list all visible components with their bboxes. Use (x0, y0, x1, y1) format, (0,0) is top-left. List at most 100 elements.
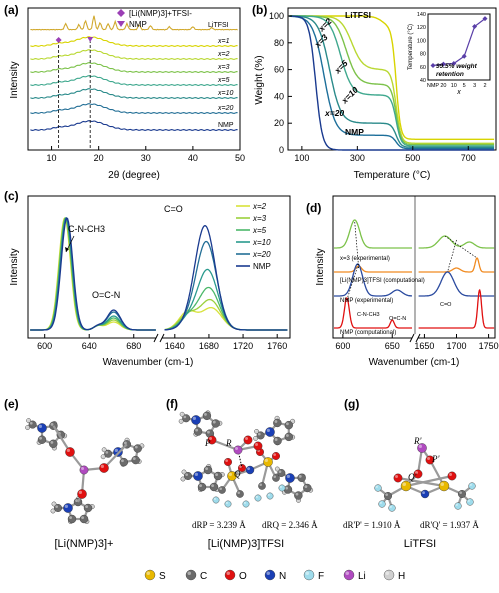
e3-ring-atom-4-shine (69, 516, 72, 519)
legend-atom-H-shine (386, 572, 390, 576)
e2-ring-atom-3-shine (133, 457, 136, 460)
xrd-label-1: x=1 (217, 38, 230, 45)
tga-label-1: x=2 (316, 16, 334, 34)
panel-d-ylabel: Intensity (315, 248, 326, 285)
g-carbon-2-shine (459, 491, 462, 494)
f-fluorine-3-shine (280, 486, 282, 488)
f-so-o-3 (272, 452, 280, 460)
g-oxygen-2 (394, 474, 402, 482)
b-xtick-label-2: 500 (405, 153, 420, 163)
panel-c-label: (c) (4, 189, 19, 203)
f4-ring-atom-4 (284, 486, 292, 494)
e2-mh1-shine (103, 448, 105, 450)
g-fluorine-0 (375, 485, 382, 492)
e3-ring-atom-2-shine (85, 505, 88, 508)
d-annot-ocn: O=C-N (389, 316, 406, 322)
f-fluorine-1 (225, 501, 231, 507)
c-xtick-l-label-0: 600 (37, 341, 52, 351)
xrd-label-2: x=2 (217, 51, 230, 58)
d-label-2: [Li(NMP)3]TFSI (computational) (340, 278, 425, 284)
dist-g-1: dR'P' = 1.910 Å (343, 520, 401, 530)
g-fluorine-1 (379, 501, 386, 508)
panel-b-xlabel: Temperature (°C) (354, 170, 431, 181)
panel-b-label: (b) (252, 3, 267, 17)
f3-ring-atom-0 (193, 471, 202, 480)
molecule-li-nmp3 (25, 418, 144, 523)
panel-a-xlabel: 2θ (degree) (108, 170, 160, 181)
f3-mh1 (182, 470, 186, 474)
panel-e: (e) [Li(NMP)3]+ (4, 397, 144, 550)
legend-a-2: NMP (129, 20, 147, 29)
panel-d-xlabel: Wavenumber (cm-1) (369, 357, 460, 368)
c-legend-label-2: x=5 (252, 226, 267, 235)
g-fluorine-4-shine (468, 500, 470, 502)
f4-ring-atom-0 (285, 473, 294, 482)
d-label-3: NMP (experimental) (340, 298, 393, 304)
e1-ring-atom-1-shine (51, 423, 54, 426)
g-oxygen-0-shine (427, 457, 430, 460)
atom-pp-label: P' (431, 454, 440, 464)
xrd-label-5: x=10 (217, 90, 233, 97)
xrd-triangle-icon (87, 37, 93, 42)
c-legend-label-3: x=10 (252, 238, 271, 247)
g-nitrogen (421, 490, 429, 498)
e2-h-1-shine (125, 439, 127, 441)
e2-ring-atom-4-shine (121, 459, 124, 462)
f2-mh1-shine (255, 430, 257, 432)
d-label-4: NMP (computational) (340, 330, 396, 336)
f-oxygen-1 (244, 436, 252, 444)
b-ytick-label-2: 40 (274, 91, 284, 101)
d-curve-left-1 (334, 266, 412, 272)
a-xtick-label-2: 30 (141, 153, 151, 163)
b-ytick-label-4: 80 (274, 38, 284, 48)
f-lithium-shine (235, 447, 238, 450)
c-xtick-l-label-2: 680 (126, 341, 141, 351)
f2-ring-atom-3 (285, 433, 293, 441)
legend-atom-S-shine (147, 572, 151, 576)
f3-methyl-shine (185, 473, 188, 476)
g-nitrogen-shine (422, 491, 425, 494)
tga-label-6: NMP (345, 127, 364, 137)
legend-atom-H (384, 570, 394, 580)
d-curve-right-1 (419, 258, 495, 272)
e-lithium (80, 466, 88, 474)
panel-f-caption: [Li(NMP)3]TFSI (208, 538, 284, 550)
f1-mh1-shine (181, 413, 183, 415)
b-xtick-label-0: 100 (294, 153, 309, 163)
g-fluorine-2-shine (390, 506, 392, 508)
f-nitrogen (246, 466, 254, 474)
g-oxygen-2-shine (395, 475, 398, 478)
legend-diamond-icon (117, 9, 125, 17)
e-oxygen-1-shine (101, 465, 104, 468)
f-fluorine-5-shine (256, 496, 258, 498)
e3-mh1 (52, 502, 56, 506)
c-xtick-l-label-1: 640 (82, 341, 97, 351)
panel-e-caption: [Li(NMP)3]+ (55, 538, 114, 550)
inset-ylabel: Temperature (°C) (408, 24, 414, 70)
f1-mh2 (179, 419, 183, 423)
d-curve-left-0 (334, 220, 412, 248)
f4-ring-atom-2-shine (305, 485, 308, 488)
panel-c-xlabel: Wavenumber (cm-1) (103, 357, 194, 368)
d-curve-right-2 (419, 272, 495, 296)
g-fluorine-5 (455, 503, 462, 510)
d-annot-cnch3: C-N-CH3 (357, 312, 380, 318)
c-legend-label-4: x=20 (252, 250, 271, 259)
g-fluorine-4 (467, 499, 474, 506)
g-sulfur-2 (439, 481, 449, 491)
panel-g: (g) R' P' Q' dR'P' = 1.910 Å dR'Q' = 1.9… (343, 397, 479, 550)
e2-ring-atom-0-shine (115, 449, 118, 452)
f2-ring-atom-0-shine (267, 429, 270, 432)
e3-ring-atom-4 (68, 515, 76, 523)
atom-r-label: R (225, 438, 232, 448)
xrd-curve-6 (30, 104, 237, 114)
inset-annot-1: 99.5% weight (436, 63, 478, 70)
legend-label-Li: Li (358, 571, 366, 582)
legend-label-C: C (200, 571, 207, 582)
g-oxygen-3 (448, 472, 456, 480)
f1-ring-atom-1-shine (204, 413, 207, 416)
a-xtick-label-0: 10 (47, 153, 57, 163)
